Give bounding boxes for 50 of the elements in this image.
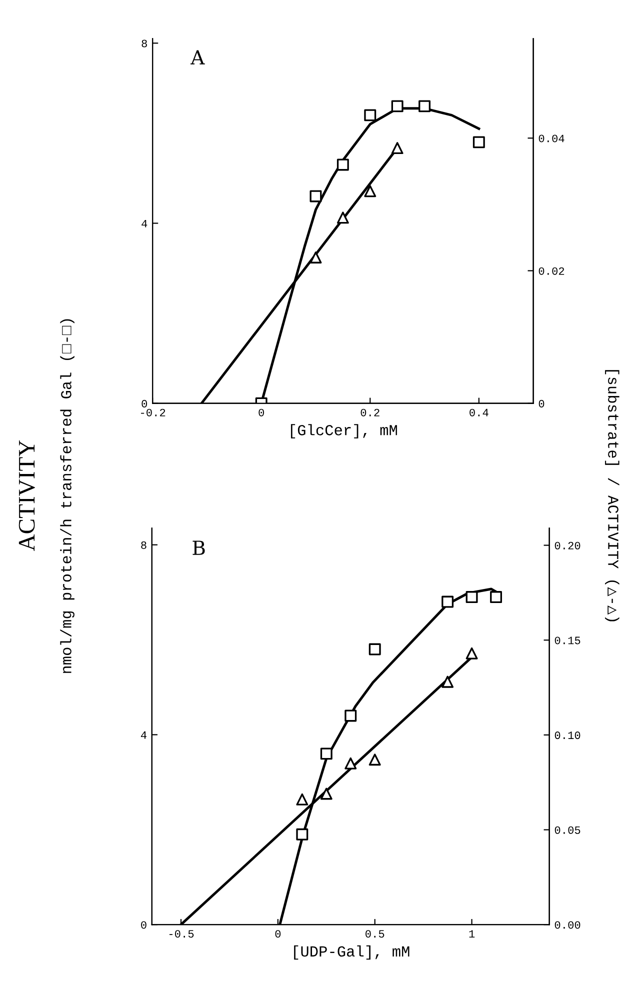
y-tick-label: 4 [142,220,148,228]
y2-tick-label: 0.10 [554,732,580,740]
y-tick-label: 4 [140,731,146,739]
point [344,710,357,722]
x-tick-label: 0 [258,408,264,416]
point [344,757,357,770]
point [466,647,478,660]
y2-tick-label: 0 [538,400,544,408]
point [391,100,404,112]
x-tick-label: 0.5 [366,930,384,938]
y-tick-label: 0 [141,921,146,929]
chart-title: A [190,50,205,64]
text: ACTIVITY [18,440,35,552]
point [368,643,381,656]
point [310,190,322,202]
y2-tick-label: 0.20 [554,542,580,550]
x-axis-title: [GlcCer], mM [290,424,397,438]
point [472,136,485,148]
x-tick-label: 0.2 [360,408,380,416]
point [320,748,332,760]
point [336,158,349,171]
point [391,142,404,154]
point [336,212,349,224]
x-tick-label: -0.2 [141,408,166,416]
y2-tick-label: 0.05 [554,826,580,834]
y2-axis-title: [substrate] / ACTIVITY (△-△) [605,370,620,622]
point [368,754,381,766]
y2-tick-label: 0.15 [554,636,580,644]
x-axis-title: [UDP-Gal], mM [294,945,410,960]
text: B [192,540,205,555]
point [418,100,431,112]
point [442,676,454,688]
y2-tick-label: 0.02 [538,267,564,275]
x-tick-label: 0 [275,930,281,938]
y-tick-label: 0 [142,400,148,408]
y-tick-label: 8 [141,541,146,549]
point [442,596,454,608]
y2-tick-label: 0.04 [538,134,564,142]
point [364,109,376,122]
y2-tick-label: 0.00 [554,921,580,929]
x-tick-label: 1 [469,930,475,938]
x-tick-label: -0.5 [169,930,194,938]
point [466,591,478,604]
point [364,185,376,198]
point [296,828,308,840]
y-axis-title: nmol/mg protein/h transferred Gal (□-□) [60,319,74,673]
x-tick-label: 0.4 [470,408,488,416]
point [296,793,308,806]
point [490,591,502,604]
y-tick-label: 8 [142,40,147,48]
